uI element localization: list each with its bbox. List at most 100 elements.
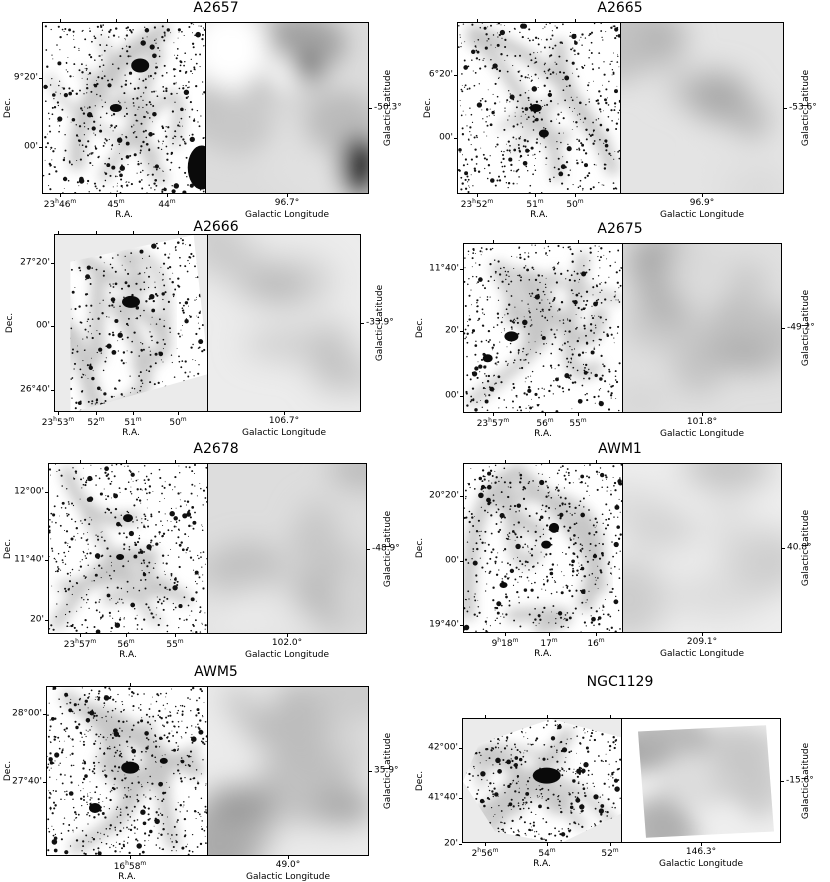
panel-title: AWM5 xyxy=(194,664,238,680)
tick-mark xyxy=(535,19,536,22)
ra-tick-label: 52m xyxy=(87,416,105,428)
tick-mark xyxy=(460,396,463,397)
dec-axis-label: Dec. xyxy=(3,538,13,559)
tick-mark xyxy=(477,194,478,197)
tick-mark xyxy=(610,843,611,846)
dec-tick-label: 27°20' xyxy=(20,257,50,268)
ra-tick-label: 23h53m xyxy=(41,416,75,428)
tick-mark xyxy=(45,492,48,493)
dec-tick-label: 20°20' xyxy=(429,490,459,501)
tick-mark xyxy=(575,19,576,22)
tick-mark xyxy=(133,412,134,415)
tick-mark xyxy=(96,231,97,234)
ra-tick-label: 44m xyxy=(158,198,176,210)
dec-axis-label: Dec. xyxy=(5,312,15,334)
tick-mark xyxy=(493,413,494,416)
dec-tick-label: 00' xyxy=(445,555,459,566)
tick-mark xyxy=(505,460,506,463)
ra-tick-label: 55m xyxy=(569,417,587,429)
dec-axis-label: Dec. xyxy=(415,317,425,339)
tick-mark xyxy=(459,748,462,749)
dust-map xyxy=(622,463,782,633)
glon-tick-label: 146.3° xyxy=(685,847,717,857)
optical-image xyxy=(463,463,623,633)
tick-mark xyxy=(287,634,288,637)
tick-mark xyxy=(460,625,463,626)
tick-mark xyxy=(133,231,134,234)
dust-map xyxy=(620,22,784,194)
optical-image xyxy=(42,22,206,194)
dust-map xyxy=(207,234,361,412)
tick-mark xyxy=(130,683,131,686)
ra-tick-label: 50m xyxy=(169,416,187,428)
dec-tick-label: 00' xyxy=(439,132,453,143)
glon-axis-label: Galactic Longitude xyxy=(244,650,330,660)
panel-title: A2675 xyxy=(597,221,643,237)
dec-axis-label: Dec. xyxy=(415,770,425,791)
dec-tick-label: 26°40' xyxy=(20,384,50,395)
optical-image xyxy=(46,686,208,856)
dec-tick-label: 00' xyxy=(445,390,459,401)
dec-tick-label: 9°20' xyxy=(13,72,38,83)
tick-mark xyxy=(596,633,597,636)
tick-mark xyxy=(505,633,506,636)
glat-axis-label: Galactic Latitude xyxy=(801,509,811,587)
ra-tick-label: 23h46m xyxy=(43,198,77,210)
tick-mark xyxy=(175,460,176,463)
tick-mark xyxy=(784,108,787,109)
tick-mark xyxy=(493,240,494,243)
tick-mark xyxy=(361,323,364,324)
dec-tick-label: 00' xyxy=(24,141,38,152)
tick-mark xyxy=(782,548,785,549)
tick-mark xyxy=(45,560,48,561)
tick-mark xyxy=(367,548,370,550)
tick-mark xyxy=(60,194,61,197)
tick-mark xyxy=(460,331,463,332)
glon-axis-label: Galactic Longitude xyxy=(658,859,744,869)
optical-image xyxy=(462,718,622,843)
panel-title: NGC1129 xyxy=(586,674,654,690)
dec-tick-label: 19°40' xyxy=(429,619,459,630)
dec-axis-label: Dec. xyxy=(415,537,425,559)
tick-mark xyxy=(460,269,463,270)
panel-title: A2657 xyxy=(193,0,239,16)
dec-axis-label: Dec. xyxy=(423,97,433,119)
glon-axis-label: Galactic Longitude xyxy=(659,429,745,439)
tick-mark xyxy=(545,240,546,243)
ra-tick-label: 23h57m xyxy=(63,638,97,650)
tick-mark xyxy=(126,634,127,637)
glat-tick-label: -15.6° xyxy=(786,775,814,785)
dec-tick-label: 00' xyxy=(36,320,50,331)
glat-tick-label: -53.6° xyxy=(789,102,817,113)
glat-tick-label: 40.8° xyxy=(787,542,812,553)
tick-mark xyxy=(781,780,784,782)
tick-mark xyxy=(39,147,42,148)
ra-axis-label: R.A. xyxy=(115,210,133,220)
tick-mark xyxy=(460,496,463,497)
tick-mark xyxy=(459,844,462,845)
tick-mark xyxy=(459,798,462,799)
glat-tick-label: 35.9° xyxy=(374,765,399,776)
tick-mark xyxy=(702,633,703,636)
ra-axis-label: R.A. xyxy=(534,649,552,659)
tick-mark xyxy=(477,19,478,22)
optical-image xyxy=(48,463,208,634)
glat-tick-label: -49.2° xyxy=(787,322,815,333)
dust-map xyxy=(207,463,367,634)
tick-mark xyxy=(460,561,463,562)
ra-tick-label: 9h18m xyxy=(491,637,519,649)
optical-image xyxy=(457,22,621,194)
tick-mark xyxy=(610,715,611,718)
ra-tick-label: 51m xyxy=(124,416,142,428)
dec-tick-label: 6°20' xyxy=(428,69,453,80)
tick-mark xyxy=(549,633,550,636)
ra-tick-label: 51m xyxy=(526,198,544,210)
dec-tick-label: 41°40' xyxy=(428,792,458,803)
tick-mark xyxy=(701,843,702,846)
glon-tick-label: 101.8° xyxy=(686,417,718,427)
dec-tick-label: 11°40' xyxy=(429,263,459,274)
ra-tick-label: 2h56m xyxy=(471,847,499,859)
glat-axis-label: Galactic Latitude xyxy=(383,732,393,810)
dec-tick-label: 12°00' xyxy=(14,486,44,497)
tick-mark xyxy=(39,78,42,79)
